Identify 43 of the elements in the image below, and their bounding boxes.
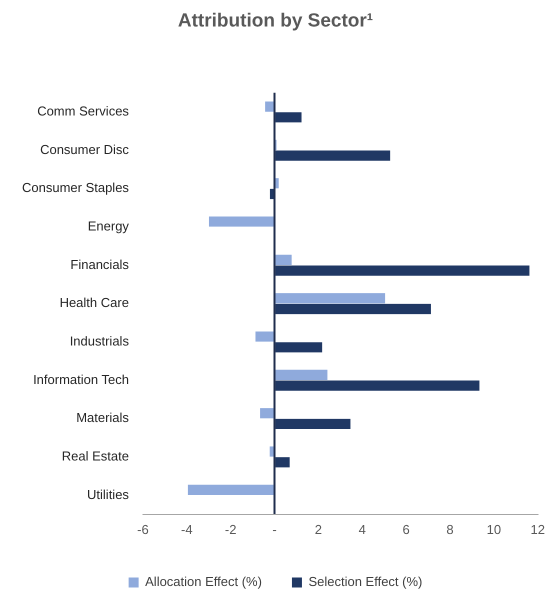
x-tick-label: 8 (446, 522, 454, 537)
legend-label: Allocation Effect (%) (145, 574, 262, 590)
x-tick-label: -2 (224, 522, 236, 537)
bar (270, 188, 274, 200)
bar (270, 446, 274, 457)
bar (276, 457, 290, 468)
bar (276, 293, 386, 304)
bar (188, 484, 274, 495)
bar (208, 216, 274, 227)
x-tick-label: 10 (486, 522, 502, 537)
bar (276, 266, 530, 276)
x-tick-label: -6 (137, 522, 149, 537)
y-tick-label: Utilities (87, 486, 130, 502)
y-tick-label: Energy (88, 218, 130, 234)
y-tick-label: Consumer Staples (22, 180, 130, 196)
y-tick-label: Industrials (70, 334, 130, 349)
bar (276, 254, 292, 266)
x-tick-label: 6 (402, 522, 410, 537)
bar (276, 342, 322, 352)
x-tick-label: - (272, 522, 277, 537)
chart-title: Attribution by Sector¹ (178, 10, 374, 32)
bar (276, 112, 302, 122)
y-tick-label: Materials (76, 410, 130, 426)
y-tick-label: Consumer Disc (40, 142, 130, 157)
bar (276, 370, 328, 380)
x-tick-label: 12 (530, 522, 546, 537)
y-tick-label: Comm Services (37, 104, 130, 119)
bar (255, 331, 274, 342)
y-tick-label: Real Estate (62, 448, 129, 464)
y-tick-label: Health Care (60, 295, 129, 310)
legend-label: Selection Effect (%) (308, 574, 422, 590)
y-tick-label: Financials (70, 256, 130, 272)
x-tick-label: 4 (358, 522, 366, 537)
y-tick-label: Information Tech (33, 372, 129, 387)
bar (276, 304, 431, 314)
bar (276, 380, 480, 391)
x-tick-label: -4 (181, 522, 193, 537)
x-tick-label: 2 (314, 522, 322, 537)
bar (276, 150, 390, 161)
bar (265, 102, 274, 112)
bar (276, 418, 350, 430)
bar (260, 408, 274, 418)
bar (276, 178, 279, 188)
